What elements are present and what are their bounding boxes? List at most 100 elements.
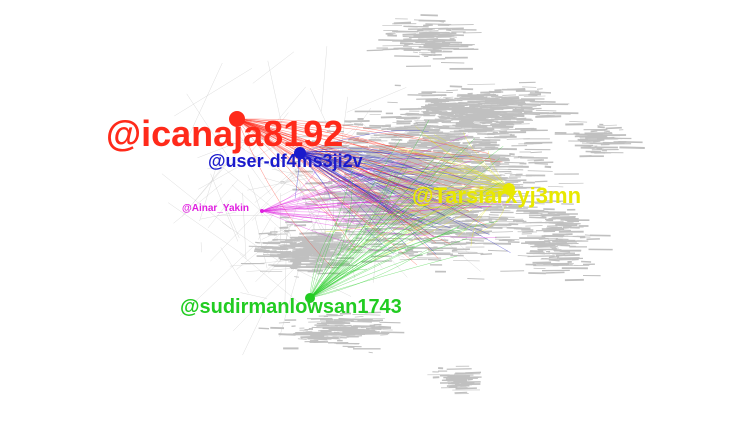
edge-line (402, 189, 470, 254)
edge-line (504, 161, 525, 164)
edge-line (396, 120, 405, 123)
hub-edge-sudirmanlowsan1743 (309, 219, 417, 299)
edge-line (368, 351, 373, 354)
hub-label-sudirmanlowsan1743: @sudirmanlowsan1743 (180, 296, 402, 318)
hub-edge-Tarsiarxyj3mn (476, 188, 510, 233)
edge-line (210, 179, 238, 211)
edge-line (469, 239, 484, 242)
edge-line (425, 23, 452, 26)
edge-line (210, 181, 287, 262)
edge-line (250, 166, 271, 195)
edge-line (186, 62, 223, 140)
edge-line (400, 208, 424, 210)
edge-line (416, 195, 428, 198)
edge-line (597, 124, 617, 127)
edge-line (512, 108, 524, 111)
edge-line (337, 239, 356, 242)
edge-line (311, 228, 334, 231)
edge-line (199, 152, 221, 222)
edge-line (455, 48, 474, 50)
edge-line (548, 256, 560, 259)
edge-line (467, 378, 473, 381)
edge-line (446, 89, 458, 92)
hub-edge-user-df4ms3ji2v (299, 152, 407, 169)
hub-edge-Tarsiarxyj3mn (387, 188, 510, 217)
edge-line (462, 233, 479, 235)
edge-line (439, 128, 463, 130)
hub-edge-Ainar_Yakin (261, 162, 412, 212)
edge-line (606, 131, 612, 133)
edge-line (429, 213, 441, 216)
hub-edge-Tarsiarxyj3mn (433, 134, 510, 190)
edge-line (366, 49, 384, 52)
edge-line (590, 130, 598, 133)
hub-edge-user-df4ms3ji2v (299, 129, 429, 154)
edge-line (420, 14, 438, 17)
hub-node-sudirmanlowsan1743 (305, 293, 315, 303)
edge-line (605, 126, 622, 130)
edge-line (440, 114, 462, 116)
edge-line (301, 240, 319, 243)
hub-edge-icanaja8192 (236, 118, 429, 141)
edge-line (427, 258, 442, 261)
edge-line (511, 165, 527, 168)
hub-edge-icanaja8192 (236, 118, 333, 269)
edge-line (453, 183, 462, 186)
edge-line (338, 247, 354, 250)
edge-line (356, 132, 370, 135)
edge-line (472, 106, 478, 109)
edge-line (552, 215, 576, 218)
edge-line (487, 249, 508, 252)
edge-line (464, 215, 483, 218)
edge-line (351, 204, 370, 206)
hub-edge-sudirmanlowsan1743 (309, 139, 401, 299)
edge-line (389, 144, 399, 147)
edge-line (252, 51, 295, 84)
hub-edge-Tarsiarxyj3mn (347, 188, 510, 252)
edge-line (593, 140, 601, 143)
edge-line (421, 40, 446, 43)
edge-line (536, 114, 555, 117)
edge-line (579, 136, 607, 138)
hub-edge-icanaja8192 (236, 118, 423, 157)
edge-line (527, 170, 553, 172)
hub-edge-Ainar_Yakin (261, 169, 317, 212)
edge-line (343, 243, 358, 246)
edge-line (589, 142, 603, 145)
edge-line (254, 249, 270, 252)
edge-line (380, 334, 388, 336)
hub-edge-user-df4ms3ji2v (299, 152, 395, 255)
edge-line (255, 214, 324, 282)
edge-line (438, 27, 464, 30)
edge-line (407, 238, 419, 241)
edge-line (365, 238, 387, 242)
edge-line (456, 234, 482, 237)
edge-line (181, 161, 228, 217)
edge-line (231, 184, 312, 258)
edge-line (297, 269, 324, 272)
edge-line (239, 253, 300, 304)
hub-edge-Tarsiarxyj3mn (347, 167, 510, 191)
hub-edge-sudirmanlowsan1743 (309, 227, 369, 299)
edge-line (298, 236, 315, 238)
edge-line (436, 214, 445, 218)
edge-line (261, 221, 301, 240)
edge-line (387, 101, 398, 104)
edge-line (529, 216, 545, 219)
edge-line (236, 224, 293, 270)
edge-line (549, 229, 571, 231)
hub-edge-user-df4ms3ji2v (299, 152, 388, 200)
edge-line (467, 83, 496, 85)
edge-line (488, 157, 506, 159)
hub-edge-Ainar_Yakin (261, 210, 423, 224)
edge-line (354, 342, 360, 345)
edge-line (412, 51, 418, 54)
edge-line (535, 115, 562, 118)
edge-line (489, 171, 499, 173)
hub-edge-Tarsiarxyj3mn (401, 171, 510, 190)
edge-line (502, 94, 517, 96)
edge-line (529, 100, 556, 103)
hub-edge-icanaja8192 (236, 118, 464, 180)
edge-line (452, 102, 475, 105)
